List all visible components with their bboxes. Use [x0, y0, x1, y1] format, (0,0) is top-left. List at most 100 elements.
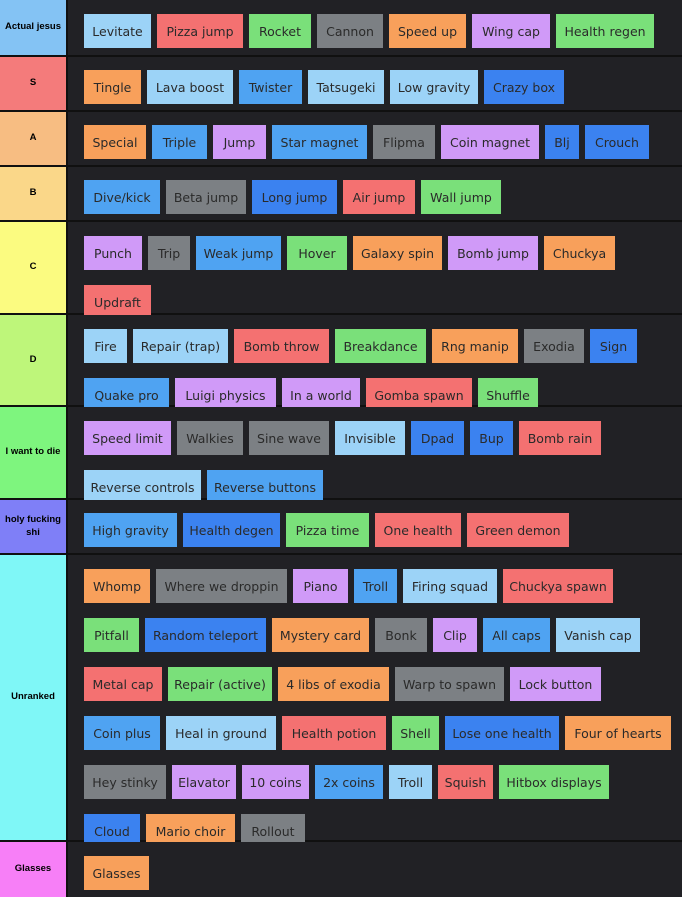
tier-item-chip[interactable]: In a world	[282, 378, 360, 412]
tier-item-chip[interactable]: Metal cap	[84, 667, 162, 701]
tier-item-chip[interactable]: Elavator	[172, 765, 236, 799]
tier-label[interactable]: B	[0, 167, 66, 220]
tier-item-chip[interactable]: Coin plus	[84, 716, 160, 750]
tier-item-chip[interactable]: All caps	[483, 618, 550, 652]
tier-item-chip[interactable]: Twister	[239, 70, 302, 104]
tier-item-chip[interactable]: 10 coins	[242, 765, 309, 799]
tier-item-chip[interactable]: Glasses	[84, 856, 149, 890]
tier-item-chip[interactable]: Speed limit	[84, 421, 171, 455]
tier-item-chip[interactable]: Health potion	[282, 716, 386, 750]
tier-item-chip[interactable]: Vanish cap	[556, 618, 640, 652]
tier-item-chip[interactable]: Troll	[354, 569, 397, 603]
tier-item-chip[interactable]: Hitbox displays	[499, 765, 609, 799]
tier-label[interactable]: Actual jesus	[0, 0, 66, 55]
tier-item-chip[interactable]: Bup	[470, 421, 513, 455]
tier-items-area[interactable]: High gravity Health degen Pizza time One he…	[68, 500, 682, 553]
tier-item-chip[interactable]: Sign	[590, 329, 637, 363]
tier-item-chip[interactable]: Dpad	[411, 421, 464, 455]
tier-items-area[interactable]: Special Triple Jump Star magnet Flipma Coin m…	[68, 112, 682, 165]
tier-items-area[interactable]: Punch Trip Weak jump Hover Galaxy spin Bomb j…	[68, 222, 682, 319]
tier-item-chip[interactable]: Shell	[392, 716, 439, 750]
tier-item-chip[interactable]: Repair (active)	[168, 667, 272, 701]
tier-item-chip[interactable]: Sine wave	[249, 421, 329, 455]
tier-item-chip[interactable]: Lock button	[510, 667, 601, 701]
tier-item-chip[interactable]: Warp to spawn	[395, 667, 504, 701]
tier-label[interactable]: D	[0, 315, 66, 405]
tier-label[interactable]: S	[0, 57, 66, 110]
tier-item-chip[interactable]: Pitfall	[84, 618, 139, 652]
tier-item-chip[interactable]: Lose one health	[445, 716, 559, 750]
tier-item-chip[interactable]: Reverse controls	[84, 470, 201, 504]
tier-item-chip[interactable]: Weak jump	[196, 236, 281, 270]
tier-item-chip[interactable]: Jump	[213, 125, 266, 159]
tier-item-chip[interactable]: Long jump	[252, 180, 337, 214]
tier-item-chip[interactable]: Luigi physics	[175, 378, 276, 412]
tier-item-chip[interactable]: Piano	[293, 569, 348, 603]
tier-item-chip[interactable]: Low gravity	[390, 70, 478, 104]
tier-item-chip[interactable]: Repair (trap)	[133, 329, 228, 363]
tier-item-chip[interactable]: Breakdance	[335, 329, 426, 363]
tier-item-chip[interactable]: Clip	[433, 618, 477, 652]
tier-item-chip[interactable]: Lava boost	[147, 70, 233, 104]
tier-label[interactable]: C	[0, 222, 66, 313]
tier-item-chip[interactable]: Updraft	[84, 285, 151, 319]
tier-item-chip[interactable]: Blj	[545, 125, 579, 159]
tier-item-chip[interactable]: Whomp	[84, 569, 150, 603]
tier-item-chip[interactable]: Exodia	[524, 329, 584, 363]
tier-item-chip[interactable]: Triple	[152, 125, 207, 159]
tier-item-chip[interactable]: Pizza time	[286, 513, 369, 547]
tier-label[interactable]: Glasses	[0, 842, 66, 897]
tier-item-chip[interactable]: Galaxy spin	[353, 236, 442, 270]
tier-item-chip[interactable]: Troll	[389, 765, 432, 799]
tier-item-chip[interactable]: Pizza jump	[157, 14, 243, 48]
tier-item-chip[interactable]: Bomb throw	[234, 329, 329, 363]
tier-label[interactable]: I want to die	[0, 407, 66, 498]
tier-item-chip[interactable]: Tingle	[84, 70, 141, 104]
tier-item-chip[interactable]: Coin magnet	[441, 125, 539, 159]
tier-label[interactable]: holy fucking shi	[0, 500, 66, 553]
tier-item-chip[interactable]: Health regen	[556, 14, 654, 48]
tier-item-chip[interactable]: Crazy box	[484, 70, 564, 104]
tier-item-chip[interactable]: Green demon	[467, 513, 569, 547]
tier-item-chip[interactable]: Flipma	[373, 125, 435, 159]
tier-item-chip[interactable]: Four of hearts	[565, 716, 671, 750]
tier-item-chip[interactable]: Hover	[287, 236, 347, 270]
tier-item-chip[interactable]: 2x coins	[315, 765, 383, 799]
tier-label[interactable]: Unranked	[0, 555, 66, 840]
tier-item-chip[interactable]: Bomb jump	[448, 236, 538, 270]
tier-item-chip[interactable]: Crouch	[585, 125, 649, 159]
tier-item-chip[interactable]: Bomb rain	[519, 421, 601, 455]
tier-items-area[interactable]: Dive/kick Beta jump Long jump Air jump Wall …	[68, 167, 682, 220]
tier-item-chip[interactable]: Chuckya	[544, 236, 615, 270]
tier-item-chip[interactable]: High gravity	[84, 513, 177, 547]
tier-item-chip[interactable]: Beta jump	[166, 180, 246, 214]
tier-item-chip[interactable]: Mystery card	[272, 618, 369, 652]
tier-item-chip[interactable]: Reverse buttons	[207, 470, 323, 504]
tier-item-chip[interactable]: Cannon	[317, 14, 383, 48]
tier-items-area[interactable]: Glasses	[68, 842, 682, 897]
tier-item-chip[interactable]: Air jump	[343, 180, 415, 214]
tier-item-chip[interactable]: Walkies	[177, 421, 243, 455]
tier-item-chip[interactable]: Wing cap	[472, 14, 550, 48]
tier-item-chip[interactable]: Squish	[438, 765, 493, 799]
tier-items-area[interactable]: Tingle Lava boost Twister Tatsugeki Low grav…	[68, 57, 682, 110]
tier-item-chip[interactable]: Wall jump	[421, 180, 501, 214]
tier-item-chip[interactable]: Where we droppin	[156, 569, 287, 603]
tier-item-chip[interactable]: Trip	[148, 236, 190, 270]
tier-item-chip[interactable]: Invisible	[335, 421, 405, 455]
tier-item-chip[interactable]: Fire	[84, 329, 127, 363]
tier-item-chip[interactable]: Health degen	[183, 513, 280, 547]
tier-item-chip[interactable]: Chuckya spawn	[503, 569, 613, 603]
tier-item-chip[interactable]: Star magnet	[272, 125, 367, 159]
tier-item-chip[interactable]: Random teleport	[145, 618, 266, 652]
tier-items-area[interactable]: Whomp Where we droppin Piano Troll Firing sq…	[68, 555, 682, 848]
tier-item-chip[interactable]: Rocket	[249, 14, 311, 48]
tier-item-chip[interactable]: Shuffle	[478, 378, 538, 412]
tier-item-chip[interactable]: Gomba spawn	[366, 378, 472, 412]
tier-item-chip[interactable]: Special	[84, 125, 146, 159]
tier-items-area[interactable]: Levitate Pizza jump Rocket Cannon Speed up Wi…	[68, 0, 682, 55]
tier-item-chip[interactable]: Speed up	[389, 14, 466, 48]
tier-item-chip[interactable]: Punch	[84, 236, 142, 270]
tier-item-chip[interactable]: Dive/kick	[84, 180, 160, 214]
tier-item-chip[interactable]: One health	[375, 513, 461, 547]
